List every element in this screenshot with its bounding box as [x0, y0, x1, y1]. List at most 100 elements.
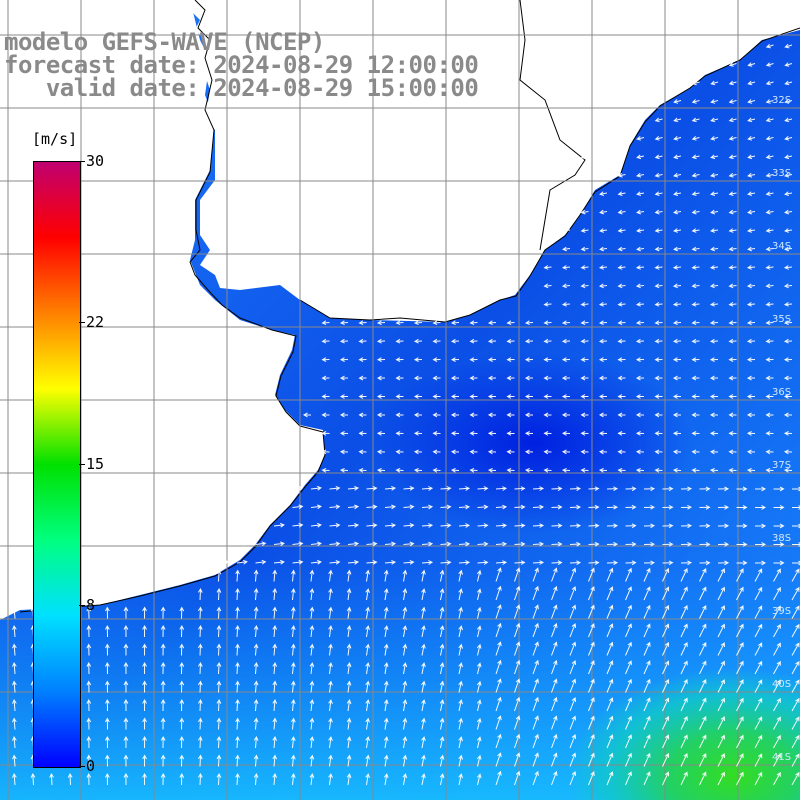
wind-arrow — [606, 752, 614, 767]
wind-arrow — [765, 412, 774, 418]
wind-arrow — [606, 604, 614, 619]
wind-arrow — [673, 43, 682, 49]
wind-arrow — [376, 320, 386, 326]
wind-arrow — [672, 375, 682, 381]
wind-arrow — [86, 624, 92, 638]
wind-arrow — [598, 375, 608, 381]
wind-arrow — [524, 320, 534, 326]
wind-arrow — [625, 734, 632, 749]
wind-arrow — [487, 449, 497, 455]
wind-arrow — [365, 625, 370, 638]
wind-arrow — [495, 541, 508, 547]
wind-arrow — [421, 773, 426, 786]
wind-arrow — [395, 412, 404, 418]
wind-arrow — [736, 605, 744, 619]
wind-arrow — [672, 431, 682, 436]
wind-arrow — [625, 678, 632, 693]
wind-arrow — [709, 320, 719, 326]
wind-arrow — [598, 338, 608, 344]
wind-arrow — [662, 771, 670, 786]
wind-arrow — [672, 412, 682, 418]
wind-arrow — [339, 467, 349, 473]
latitude-label: 35S — [772, 314, 791, 325]
colorbar-tick-mark — [79, 604, 85, 606]
wind-arrow — [216, 606, 222, 619]
wind-arrow — [662, 486, 674, 492]
wind-arrow — [784, 228, 793, 233]
wind-arrow — [292, 485, 304, 491]
wind-arrow — [710, 136, 719, 141]
wind-arrow — [450, 338, 460, 344]
wind-arrow — [439, 625, 445, 638]
wind-arrow — [617, 394, 626, 399]
wind-arrow — [543, 412, 552, 418]
colorbar-unit-label: [m/s] — [32, 130, 78, 148]
wind-arrow — [403, 504, 415, 510]
wind-arrow — [543, 394, 552, 399]
wind-arrow — [561, 375, 571, 381]
wind-arrow — [142, 698, 147, 712]
wind-arrow — [469, 320, 478, 326]
wind-arrow — [625, 504, 637, 510]
wind-arrow — [699, 771, 707, 786]
wind-arrow — [617, 172, 626, 178]
wind-arrow — [728, 320, 737, 326]
wind-arrow — [290, 717, 296, 730]
wind-arrow — [717, 697, 725, 712]
wind-arrow — [413, 338, 423, 344]
wind-arrow — [588, 623, 595, 638]
wind-arrow — [569, 504, 582, 510]
wind-arrow — [439, 717, 445, 730]
wind-arrow — [791, 697, 800, 712]
wind-arrow — [691, 136, 700, 141]
wind-arrow — [506, 467, 515, 473]
wind-arrow — [551, 678, 558, 693]
wind-arrow — [395, 320, 404, 326]
wind-arrow — [339, 412, 349, 418]
wind-arrow — [458, 504, 471, 510]
wind-arrow — [746, 412, 756, 418]
wind-arrow — [495, 770, 502, 786]
wind-arrow — [309, 588, 315, 601]
wind-arrow — [561, 301, 571, 307]
wind-arrow — [765, 99, 774, 104]
wind-arrow — [458, 606, 463, 619]
wind-arrow — [654, 338, 663, 344]
colorbar-tick-label: 30 — [86, 152, 105, 170]
wind-arrow — [458, 486, 471, 491]
wind-arrow — [551, 585, 558, 601]
wind-arrow — [105, 717, 110, 730]
wind-arrow — [421, 625, 426, 638]
wind-arrow — [606, 715, 614, 730]
wind-arrow — [662, 560, 674, 566]
wind-arrow — [691, 375, 700, 381]
wind-arrow — [469, 394, 478, 399]
wind-arrow — [86, 606, 92, 619]
wind-arrow — [543, 301, 552, 307]
wind-arrow — [86, 698, 92, 712]
wind-arrow — [216, 643, 222, 656]
wind-arrow — [709, 394, 718, 399]
wind-arrow — [495, 567, 502, 582]
wind-arrow — [328, 680, 333, 693]
wind-arrow — [506, 357, 515, 362]
wind-arrow — [746, 320, 756, 326]
wind-arrow — [310, 541, 322, 547]
wind-arrow — [543, 320, 552, 326]
wind-arrow — [654, 62, 663, 67]
wind-arrow — [235, 624, 240, 638]
wind-arrow — [284, 467, 293, 473]
wind-arrow — [654, 228, 663, 233]
wind-arrow — [791, 734, 800, 749]
wind-arrow — [123, 735, 129, 749]
wind-arrow — [736, 771, 744, 786]
wind-arrow — [179, 680, 185, 693]
wind-arrow — [784, 191, 793, 196]
wind-arrow — [699, 752, 707, 767]
wind-arrow — [197, 587, 203, 601]
colorbar-tick-label: 15 — [86, 454, 105, 473]
wind-arrow — [469, 375, 478, 381]
latitude-label: 41S — [772, 752, 791, 763]
wind-arrow — [783, 320, 793, 326]
